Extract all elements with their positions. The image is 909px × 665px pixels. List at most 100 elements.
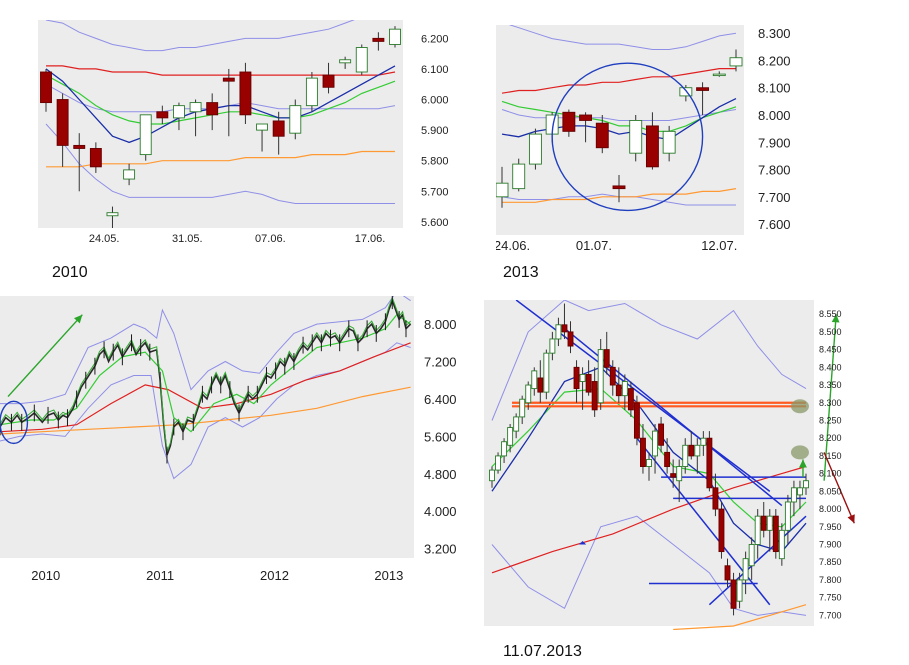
p4-candle-body: [591, 381, 598, 411]
p4-candle-body: [766, 515, 773, 531]
p4-candle-body: [543, 352, 550, 393]
p4-y-tick-label: 7.800: [819, 575, 842, 585]
p4-candle-body: [603, 349, 610, 368]
p2-band-upper-line: [508, 25, 737, 50]
p1-y-tick-label: 5.900: [421, 125, 449, 137]
p4-y-tick-label: 8.200: [819, 433, 842, 443]
p1-candle-body: [189, 102, 202, 113]
p1-candle-body: [106, 212, 119, 217]
p1-ma-orange-line: [46, 150, 395, 168]
p1-candle-body: [56, 99, 69, 146]
p2-y-tick-label: 8.100: [758, 81, 791, 96]
p1-y-tick-label: 6.100: [421, 64, 449, 76]
p4-candle-body: [676, 466, 683, 482]
p4-candle-body: [736, 579, 743, 602]
p2-candle-body: [629, 120, 643, 154]
p3-y-tick-label: 5.600: [424, 429, 457, 444]
p1-band-upper-line: [45, 20, 355, 52]
p4-small-green-arrow-head: [799, 459, 807, 468]
p4-candle-body: [585, 373, 592, 393]
p4-candle-body: [495, 455, 501, 471]
p2-candle-body: [645, 125, 659, 168]
p1-x-tick-label: 31.05.: [172, 233, 203, 245]
chart-intraday-svg: 8.550 8.500 8.450 8.400 8.350 8.300 8.250 8.200…: [484, 300, 855, 630]
p4-candle-body: [730, 579, 737, 609]
p1-x-tick-label: 17.06.: [355, 233, 386, 245]
p1-y-tick-label: 6.200: [421, 33, 449, 45]
p1-candle-body: [355, 47, 368, 73]
p1-candle-body: [272, 120, 285, 137]
panel-2010-chart: 6.200 6.100 6.000 5.900 5.800 5.700 5.600 24.05…: [38, 20, 458, 245]
p3-y-tick-label: 4.000: [424, 504, 457, 519]
p2-x-tick-label: 12.07.: [701, 238, 737, 250]
p1-candle-body: [206, 102, 219, 116]
p4-y-tick-label: 8.300: [819, 398, 842, 408]
p2-y-tick-label: 7.600: [758, 217, 791, 232]
p1-candle-body: [372, 37, 385, 42]
p4-candle-body: [706, 437, 713, 489]
p4-ma-red-line: [491, 465, 807, 574]
p3-y-tick-label: 3.200: [424, 542, 457, 557]
p4-y-tick-label: 8.350: [819, 380, 842, 390]
p3-ma-green-line: [0, 313, 411, 433]
p1-candle-body: [305, 77, 318, 107]
p3-x-tick-label: 2010: [31, 568, 60, 583]
p1-candle-body: [173, 105, 185, 119]
p1-candle-body: [73, 144, 86, 149]
p1-y-tick-label: 5.700: [421, 186, 449, 198]
p4-y-tick-label: 8.500: [819, 327, 842, 337]
p3-trend-arrow-head: [73, 314, 83, 324]
p4-candle-body: [579, 373, 586, 382]
p4-candle-body: [640, 437, 646, 467]
p4-y-tick-label: 7.850: [819, 557, 842, 567]
p3-x-tick-label: 2013: [374, 568, 403, 583]
chart-2010-svg: 6.200 6.100 6.000 5.900 5.800 5.700 5.600 24.05…: [38, 20, 449, 245]
p4-candle-body: [627, 388, 634, 411]
p4-candle-body: [664, 451, 671, 467]
p4-candle-body: [772, 515, 779, 553]
p2-ma-green-line: [501, 100, 737, 133]
p4-candle-body: [621, 381, 628, 397]
p2-y-tick-label: 8.200: [758, 53, 791, 68]
p4-trendline: [708, 515, 807, 606]
p4-candle-body: [561, 324, 568, 333]
p3-band-upper-line: [0, 296, 411, 405]
p4-candle-body: [537, 377, 544, 393]
p4-candle-body: [615, 384, 622, 397]
p4-candle-body: [501, 441, 508, 457]
p2-candle-body: [612, 185, 626, 190]
p4-green-arrow-head: [831, 314, 840, 323]
p4-candle-body: [797, 487, 803, 496]
p4-marker-upper: [790, 399, 809, 414]
p4-candle-body: [652, 430, 658, 457]
p4-y-tick-label: 8.550: [819, 309, 842, 319]
p3-y-tick-label: 7.200: [424, 355, 457, 370]
p2-candle-body: [696, 87, 710, 91]
p2-candle-body: [512, 163, 526, 190]
p4-candle-body: [778, 529, 785, 560]
p3-y-tick-label: 6.400: [424, 392, 457, 407]
p1-ma-green-line: [45, 74, 396, 125]
p1-x-tick-label: 07.06.: [255, 233, 286, 245]
p4-candle-body: [531, 370, 538, 390]
p4-candle-body: [670, 473, 677, 478]
p4-y-tick-label: 8.050: [819, 486, 842, 496]
panel-2013-chart: 8.300 8.200 8.100 8.000 7.900 7.800 7.700 7.600…: [496, 25, 808, 250]
p1-y-tick-label: 5.800: [421, 156, 449, 168]
p4-candle-body: [567, 331, 574, 347]
p4-candle-body: [694, 444, 701, 457]
p2-y-tick-label: 7.800: [758, 163, 791, 178]
p1-candle-body: [40, 71, 52, 104]
chart-long-term-svg: 8.000 7.200 6.400 5.600 4.800 4.000 3.200 2010 2…: [0, 296, 457, 583]
p4-y-tick-label: 8.150: [819, 451, 842, 461]
p2-plot-area: [496, 25, 744, 235]
p1-candle-body: [389, 28, 401, 45]
p1-candle-body: [322, 74, 335, 88]
p4-candle-body: [790, 487, 797, 503]
p4-candle-body: [549, 338, 556, 354]
p4-candle-body: [718, 508, 725, 553]
p2-y-tick-label: 8.300: [758, 26, 791, 41]
p4-candle-body: [489, 469, 495, 482]
p4-candle-body: [525, 384, 532, 404]
p4-candle-body: [507, 427, 514, 446]
